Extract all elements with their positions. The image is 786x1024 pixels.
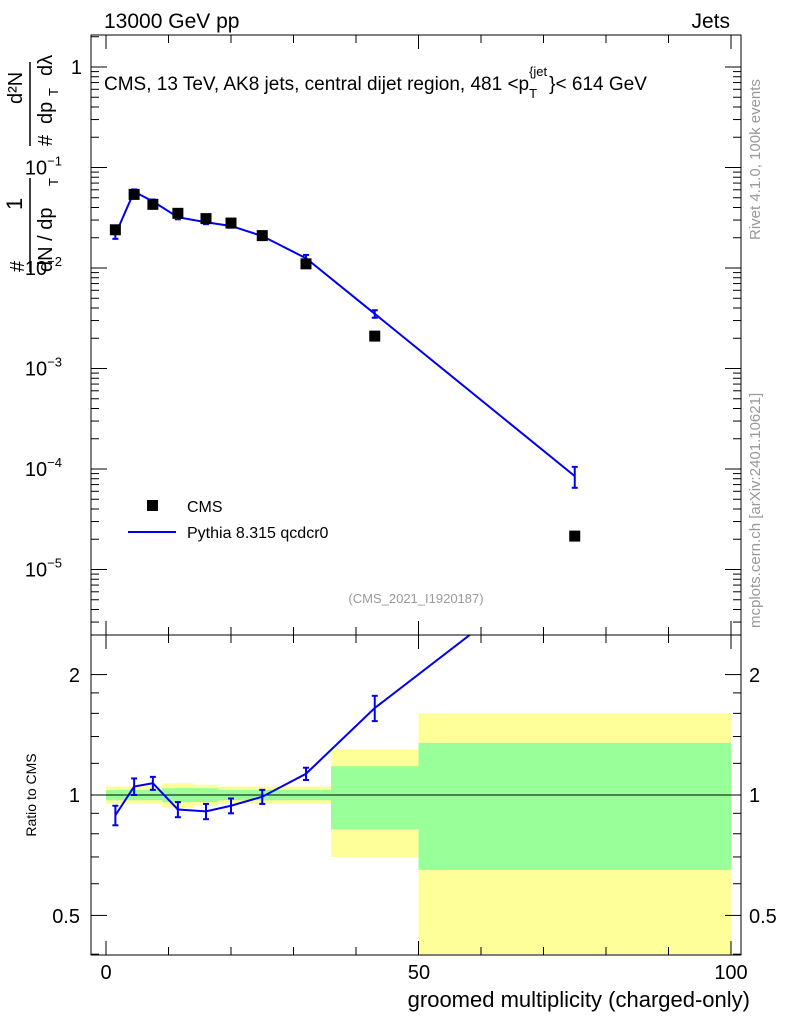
ylabel-dlambda: dλ: [35, 55, 57, 76]
xtick-label: 50: [408, 962, 430, 984]
ratio-stat-band: [418, 742, 731, 870]
cms-data-point: [225, 217, 237, 229]
ylabel-hash-1: #: [7, 260, 29, 272]
ylabel-d2n: d²N: [5, 72, 27, 104]
cms-data-point: [172, 207, 184, 219]
ratio-ytick-label: 0.5: [52, 906, 80, 928]
ytick-label: 10−5: [25, 556, 62, 582]
ytick-label: 10−2: [25, 254, 62, 280]
xtick-label: 0: [100, 962, 111, 984]
ytick-base: 10: [25, 258, 47, 280]
ratio-ytick-label-right: 2: [749, 665, 760, 687]
ytick-label: 10−4: [25, 455, 62, 481]
cms-data-point: [300, 258, 312, 270]
ratio-ytick-label: 2: [69, 665, 80, 687]
cms-data-point: [128, 188, 140, 200]
x-axis-label: groomed multiplicity (charged-only): [408, 987, 750, 1012]
rivet-label: Rivet 4.1.0, 100k events: [747, 79, 764, 240]
ratio-ylabel: Ratio to CMS: [23, 753, 39, 836]
cms-data-point: [200, 213, 212, 225]
main-ytick-labels: 110−110−210−310−410−5: [25, 57, 82, 582]
legend: CMS Pythia 8.315 qcdcr0: [128, 499, 329, 542]
mc-line: [114, 190, 576, 477]
main-frame: [90, 34, 742, 636]
ytick-base: 10: [25, 158, 47, 180]
category-label: Jets: [691, 10, 730, 33]
title-sup: {jet: [529, 64, 547, 79]
ratio-mc-group: [112, 635, 472, 827]
ytick-exp: −2: [47, 254, 62, 269]
ratio-stat-band: [331, 766, 419, 830]
cms-data-point: [569, 530, 581, 542]
ytick-exp: −3: [47, 355, 62, 370]
ylabel-dn-dpt: dN / dp: [35, 208, 57, 272]
ytick-label: 10−3: [25, 355, 62, 381]
cms-data-point: [369, 330, 381, 342]
main-axis-ticks: [91, 35, 741, 635]
ytick-base: 10: [25, 359, 47, 381]
plot-title: CMS, 13 TeV, AK8 jets, central dijet reg…: [104, 64, 647, 101]
ytick-label: 1: [71, 57, 82, 79]
main-ylabel: # 1 dN / dp T # d²N dp T dλ: [2, 55, 61, 272]
ytick-exp: −5: [47, 556, 62, 571]
ratio-ytick-label: 1: [69, 785, 80, 807]
legend-cms-marker: [147, 500, 158, 511]
ytick-exp: −1: [47, 154, 62, 169]
legend-cms-label: CMS: [187, 499, 223, 516]
ylabel-hash-2: #: [35, 134, 57, 146]
ytick-base: 10: [25, 459, 47, 481]
source-label: mcplots.cern.ch [arXiv:2401.10621]: [747, 393, 764, 628]
cms-data-point: [147, 198, 159, 210]
cms-data-point: [109, 224, 121, 236]
ratio-uncertainty-bands: [106, 713, 731, 955]
title-tail: }< 614 GeV: [549, 74, 647, 95]
cms-data-point: [256, 230, 268, 242]
ratio-mc-line: [114, 635, 472, 816]
ratio-ytick-label-right: 1: [749, 785, 760, 807]
ylabel-dp: dp: [35, 102, 57, 124]
title-main: CMS, 13 TeV, AK8 jets, central dijet reg…: [104, 74, 529, 95]
legend-mc-label: Pythia 8.315 qcdcr0: [187, 525, 329, 542]
ylabel-one: 1: [2, 198, 27, 210]
title-sub: T: [529, 86, 537, 101]
ytick-exp: −4: [47, 455, 62, 470]
ratio-ytick-label-right: 0.5: [749, 906, 777, 928]
energy-label: 13000 GeV pp: [104, 10, 239, 33]
mc-series: [112, 188, 578, 489]
ratio-mc-series: [112, 635, 472, 827]
cms-series: [109, 188, 581, 542]
ytick-base: 10: [25, 560, 47, 582]
analysis-id: (CMS_2021_I1920187): [348, 591, 483, 606]
ratio-axis-ticks: [91, 635, 741, 955]
xtick-label: 100: [714, 962, 747, 984]
ylabel-sub-t2: T: [46, 88, 61, 96]
ytick-label: 10−1: [25, 154, 62, 180]
ylabel-sub-t1: T: [46, 178, 61, 186]
